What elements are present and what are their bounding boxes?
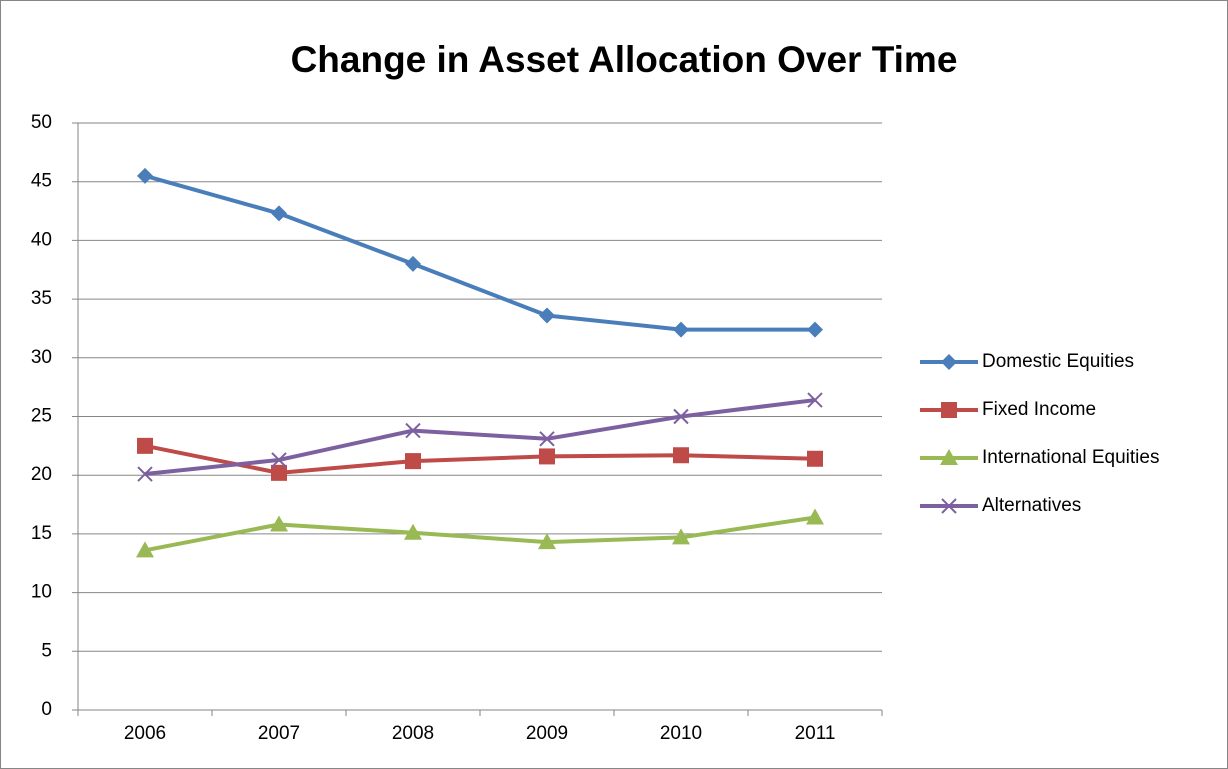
y-tick-label: 45 xyxy=(31,171,52,192)
legend-label: Alternatives xyxy=(982,495,1081,516)
marker xyxy=(137,167,153,184)
y-tick-label: 25 xyxy=(31,406,52,427)
y-tick-label: 0 xyxy=(41,699,52,720)
x-tick-label: 2006 xyxy=(124,723,166,744)
y-tick-label: 10 xyxy=(31,582,52,603)
series-line xyxy=(144,173,815,332)
y-tick-label: 35 xyxy=(31,288,52,309)
marker xyxy=(538,533,556,550)
legend-label: Fixed Income xyxy=(982,399,1096,420)
y-tick-label: 5 xyxy=(41,640,52,661)
marker xyxy=(405,422,421,439)
y-tick-label: 20 xyxy=(31,464,52,485)
y-tick-label: 30 xyxy=(31,347,52,368)
marker xyxy=(405,453,421,470)
marker xyxy=(539,448,555,465)
marker xyxy=(271,452,287,468)
marker xyxy=(941,354,957,370)
marker xyxy=(806,508,824,525)
marker xyxy=(807,321,823,338)
legend-label: International Equities xyxy=(982,447,1159,468)
marker xyxy=(940,449,958,465)
series-line xyxy=(144,443,816,475)
marker xyxy=(941,498,957,514)
marker xyxy=(271,464,287,481)
marker xyxy=(941,402,957,418)
x-tick-label: 2009 xyxy=(526,723,568,744)
marker xyxy=(271,205,287,222)
series-line xyxy=(144,398,816,477)
y-tick-label: 15 xyxy=(31,523,52,544)
x-tick-label: 2010 xyxy=(660,723,702,744)
marker xyxy=(539,307,555,324)
marker xyxy=(539,431,555,447)
chart-title: Change in Asset Allocation Over Time xyxy=(291,39,958,80)
y-tick-label: 40 xyxy=(31,229,52,250)
marker xyxy=(807,450,823,467)
marker xyxy=(136,541,154,558)
marker xyxy=(672,528,690,545)
marker xyxy=(137,466,153,482)
marker xyxy=(404,523,422,540)
x-tick-label: 2011 xyxy=(795,723,836,744)
y-tick-label: 50 xyxy=(31,112,52,133)
marker xyxy=(807,392,823,408)
x-tick-label: 2007 xyxy=(258,723,300,744)
marker xyxy=(673,447,689,464)
marker xyxy=(405,255,421,272)
legend-label: Domestic Equities xyxy=(982,351,1134,372)
series-line xyxy=(144,515,816,553)
marker xyxy=(673,408,689,425)
marker xyxy=(673,321,689,338)
marker xyxy=(137,437,153,454)
marker xyxy=(270,515,288,532)
x-tick-label: 2008 xyxy=(392,723,434,744)
